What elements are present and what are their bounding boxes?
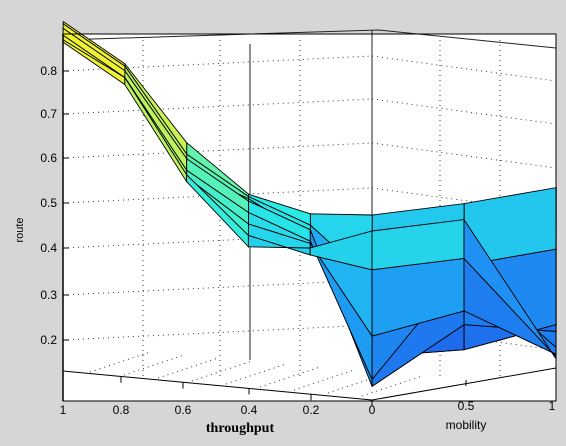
grid-line	[327, 372, 389, 394]
grid-line	[123, 354, 185, 376]
throughput-tick-label: 0.4	[241, 403, 258, 417]
grid-line	[371, 187, 557, 214]
y-axis-label-mobility: mobility	[446, 418, 487, 432]
grid-line	[191, 360, 253, 382]
mobility-tick-label: 0.5	[458, 399, 475, 413]
z-axis-label: route	[14, 217, 26, 242]
z-tick-label: 0.3	[40, 288, 57, 302]
z-tick-label: 0.7	[40, 107, 57, 121]
throughput-tick-label: 0.6	[175, 403, 192, 417]
throughput-tick-label: 1	[60, 403, 67, 417]
grid-line	[371, 142, 557, 169]
x-axis-label-throughput: throughput	[206, 421, 275, 436]
grid-line	[293, 369, 355, 391]
grid-line	[157, 357, 219, 379]
z-tick-label: 0.8	[40, 64, 57, 78]
throughput-tick-label: 0.2	[303, 403, 320, 417]
axis-ticks: 0.8 0.7 0.6 0.5 0.4 0.3 0.2 1 0.8 0.6 0.4 0.2 0 0.5 1	[40, 64, 557, 417]
z-tick-label: 0.4	[40, 241, 57, 255]
mobility-tick-label: 1	[549, 399, 556, 413]
grid-line	[89, 351, 151, 373]
grid-line	[225, 363, 287, 385]
z-tick-label: 0.2	[40, 333, 57, 347]
throughput-tick-label: 0.8	[113, 403, 130, 417]
grid-line	[371, 55, 557, 82]
grid-line	[371, 98, 557, 125]
surface-mesh	[62, 20, 557, 388]
grid-line	[259, 366, 321, 388]
z-tick-label: 0.5	[40, 196, 57, 210]
z-tick-label: 0.6	[40, 151, 57, 165]
throughput-tick-label: 0	[369, 403, 376, 417]
grid-line	[361, 375, 423, 397]
